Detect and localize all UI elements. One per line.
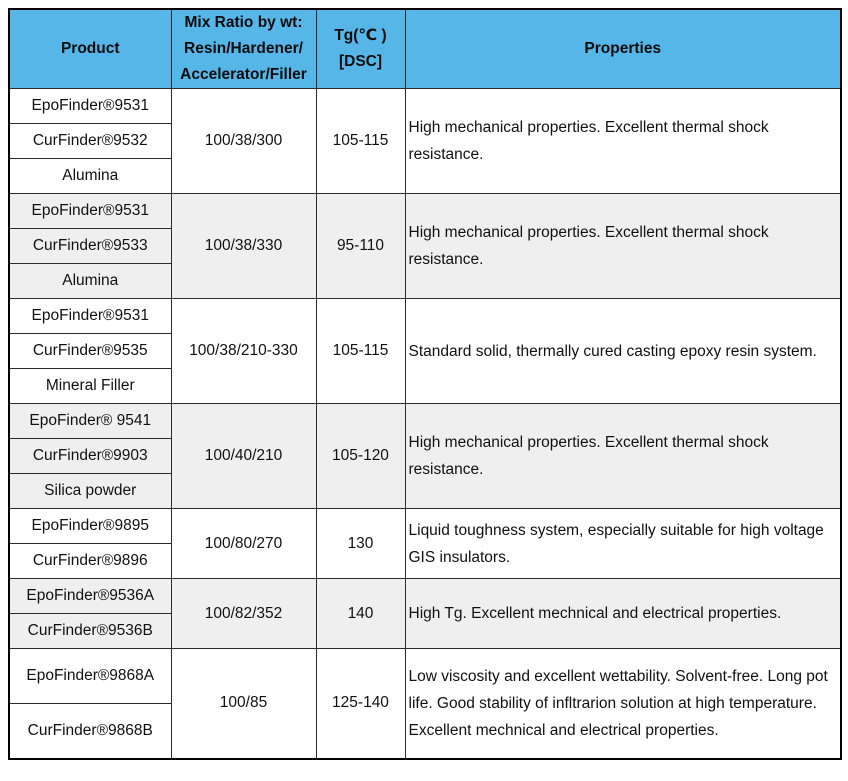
header-row: Product Mix Ratio by wt: Resin/Hardener/… bbox=[8, 8, 842, 89]
tg-cell: 130 bbox=[315, 508, 406, 579]
product-cell: Silica powder bbox=[8, 473, 172, 509]
product-cell: Mineral Filler bbox=[8, 368, 172, 404]
table-body: EpoFinder®9531 100/38/300 105-115 High mech… bbox=[8, 88, 842, 759]
table-row: CurFinder®9896 bbox=[8, 543, 841, 579]
product-cell: CurFinder®9533 bbox=[8, 228, 172, 264]
table-row: Alumina bbox=[8, 263, 841, 299]
product-cell: EpoFinder®9531 bbox=[8, 88, 172, 124]
properties-cell: High mechanical properties. Excellent th… bbox=[404, 193, 842, 299]
tg-cell: 105-115 bbox=[315, 88, 406, 194]
table-row: CurFinder®9535 bbox=[8, 333, 841, 369]
product-cell: CurFinder®9868B bbox=[8, 703, 172, 759]
table-row: CurFinder®9903 bbox=[8, 438, 841, 474]
header-mix-ratio: Mix Ratio by wt: Resin/Hardener/ Acceler… bbox=[170, 8, 317, 89]
header-tg: Tg(℃ ) [DSC] bbox=[315, 8, 406, 89]
table-row: CurFinder®9532 bbox=[8, 123, 841, 159]
properties-cell: High Tg. Excellent mechnical and electri… bbox=[404, 578, 842, 649]
product-cell: EpoFinder®9531 bbox=[8, 193, 172, 229]
table-row: EpoFinder®9868A 100/85 125-140 Low viscosit… bbox=[8, 648, 842, 759]
table-row: EpoFinder®9895 100/80/270 130 Liquid toughn… bbox=[8, 508, 842, 579]
table-row: EpoFinder®9531 100/38/300 105-115 High mech… bbox=[8, 88, 842, 194]
properties-cell: Liquid toughness system, especially suit… bbox=[404, 508, 842, 579]
tg-cell: 140 bbox=[315, 578, 406, 649]
mix-ratio-cell: 100/82/352 bbox=[170, 578, 317, 649]
product-cell: CurFinder®9896 bbox=[8, 543, 172, 579]
table-row: CurFinder®9536B bbox=[8, 613, 841, 649]
table-row: EpoFinder®9531 100/38/210-330 105-115 Stand… bbox=[8, 298, 842, 404]
product-cell: Alumina bbox=[8, 263, 172, 299]
tg-cell: 95-110 bbox=[315, 193, 406, 299]
product-cell: CurFinder®9536B bbox=[8, 613, 172, 649]
table-row: EpoFinder®9531 100/38/330 95-110 High mecha… bbox=[8, 193, 842, 299]
tg-cell: 125-140 bbox=[315, 648, 406, 759]
tg-cell: 105-120 bbox=[315, 403, 406, 509]
properties-cell: Low viscosity and excellent wettability.… bbox=[404, 648, 842, 759]
mix-ratio-cell: 100/40/210 bbox=[170, 403, 317, 509]
product-cell: EpoFinder®9868A bbox=[8, 648, 172, 704]
epoxy-product-table: Product Mix Ratio by wt: Resin/Hardener/… bbox=[8, 8, 842, 760]
product-cell: CurFinder®9532 bbox=[8, 123, 172, 159]
properties-cell: Standard solid, thermally cured casting … bbox=[404, 298, 842, 404]
table-row: EpoFinder® 9541 100/40/210 105-120 High mec… bbox=[8, 403, 842, 509]
product-cell: CurFinder®9535 bbox=[8, 333, 172, 369]
product-cell: CurFinder®9903 bbox=[8, 438, 172, 474]
mix-ratio-cell: 100/38/300 bbox=[170, 88, 317, 194]
table-row: Silica powder bbox=[8, 473, 841, 509]
product-cell: Alumina bbox=[8, 158, 172, 194]
table-row: CurFinder®9868B bbox=[8, 703, 841, 759]
product-cell: EpoFinder®9895 bbox=[8, 508, 172, 544]
product-cell: EpoFinder®9536A bbox=[8, 578, 172, 614]
table-row: EpoFinder®9536A 100/82/352 140 High Tg. Exc… bbox=[8, 578, 842, 649]
product-cell: EpoFinder®9531 bbox=[8, 298, 172, 334]
header-properties: Properties bbox=[404, 8, 842, 89]
mix-ratio-cell: 100/80/270 bbox=[170, 508, 317, 579]
properties-cell: High mechanical properties. Excellent th… bbox=[404, 88, 842, 194]
table-row: Alumina bbox=[8, 158, 841, 194]
product-cell: EpoFinder® 9541 bbox=[8, 403, 172, 439]
table-header: Product Mix Ratio by wt: Resin/Hardener/… bbox=[8, 8, 842, 89]
header-product: Product bbox=[8, 8, 172, 89]
properties-cell: High mechanical properties. Excellent th… bbox=[404, 403, 842, 509]
mix-ratio-cell: 100/38/210-330 bbox=[170, 298, 317, 404]
tg-cell: 105-115 bbox=[315, 298, 406, 404]
mix-ratio-cell: 100/38/330 bbox=[170, 193, 317, 299]
mix-ratio-cell: 100/85 bbox=[170, 648, 317, 759]
table-row: Mineral Filler bbox=[8, 368, 841, 404]
